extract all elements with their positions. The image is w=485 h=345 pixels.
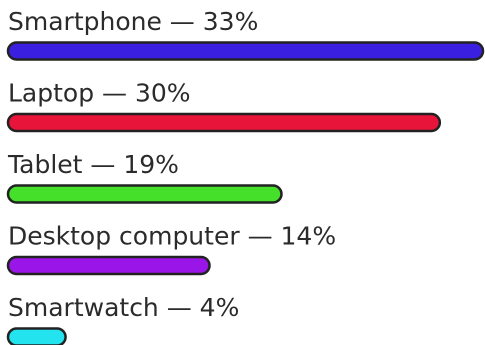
bar-label-smartwatch: Smartwatch — 4% <box>8 293 239 322</box>
bar-laptop <box>6 112 442 133</box>
bar-label-laptop: Laptop — 30% <box>8 79 191 108</box>
bar-label-desktop-computer: Desktop computer — 14% <box>8 222 336 251</box>
bar-label-smartphone: Smartphone — 33% <box>8 7 258 36</box>
bar-tablet <box>6 184 283 204</box>
bar-smartwatch <box>6 327 67 345</box>
bar-desktop-computer <box>6 255 211 276</box>
bar-smartphone <box>6 41 485 61</box>
bar-label-tablet: Tablet — 19% <box>7 150 179 179</box>
